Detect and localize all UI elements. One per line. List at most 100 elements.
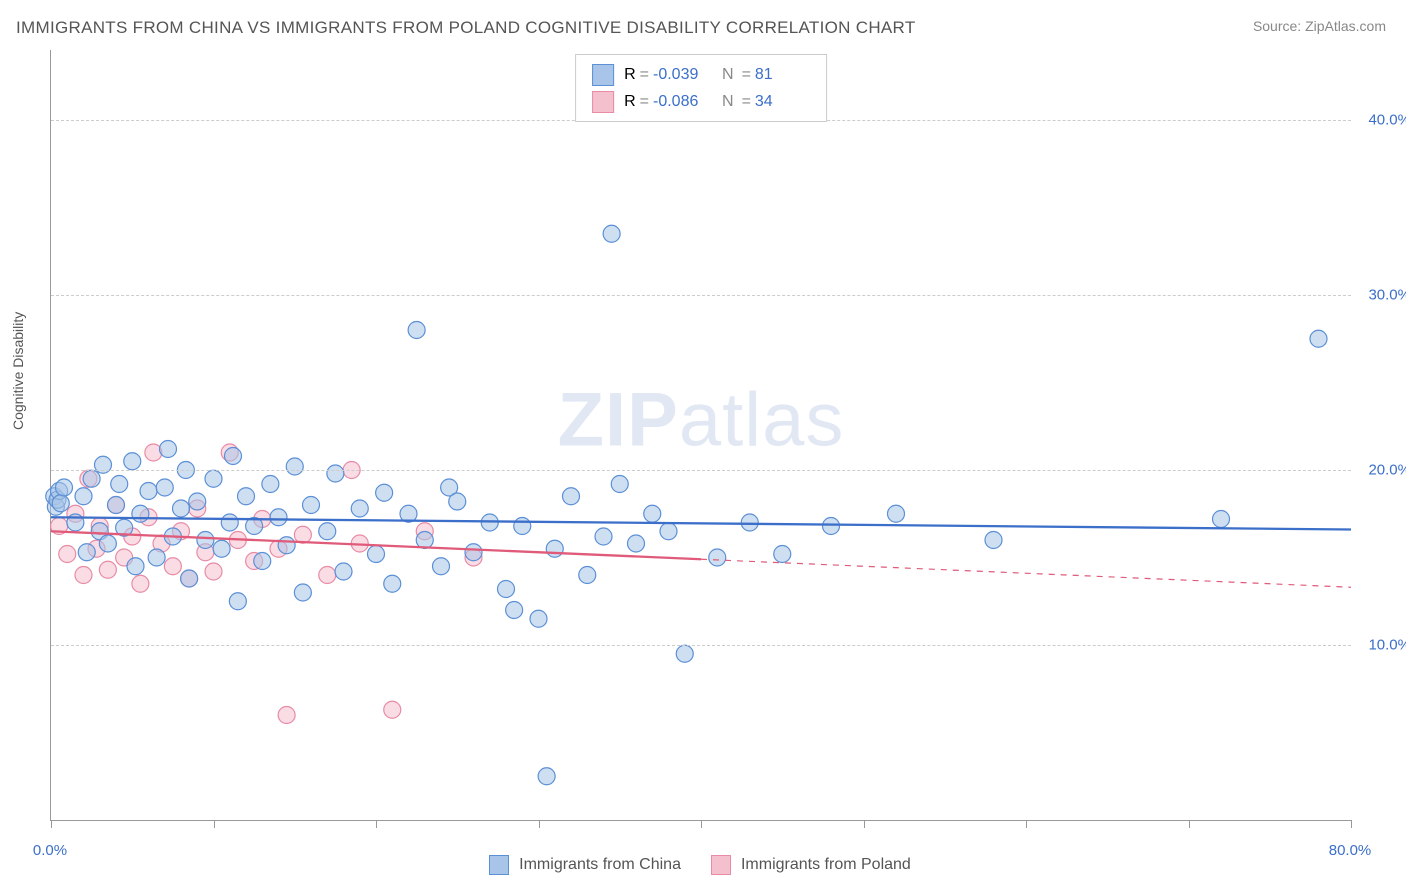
xtick bbox=[864, 820, 865, 828]
legend-item-poland: Immigrants from Poland bbox=[711, 855, 911, 875]
point-china bbox=[303, 497, 320, 514]
point-china bbox=[181, 570, 198, 587]
point-china bbox=[156, 479, 173, 496]
ytick-label: 30.0% bbox=[1368, 287, 1406, 304]
gridline bbox=[51, 645, 1351, 646]
point-china bbox=[368, 546, 385, 563]
point-china bbox=[1213, 511, 1230, 528]
legend-row-china: R= -0.039 N= 81 bbox=[592, 61, 810, 88]
legend-label: Immigrants from Poland bbox=[741, 856, 911, 874]
swatch-china bbox=[592, 64, 614, 86]
plot-area: ZIPatlas R= -0.039 N= 81 R= -0.086 N= 34… bbox=[50, 50, 1351, 821]
point-china bbox=[603, 225, 620, 242]
point-china bbox=[124, 453, 141, 470]
xtick bbox=[539, 820, 540, 828]
point-china bbox=[319, 523, 336, 540]
point-china bbox=[225, 448, 242, 465]
point-china bbox=[294, 584, 311, 601]
point-china bbox=[1310, 330, 1327, 347]
source-label: Source: ZipAtlas.com bbox=[1253, 18, 1386, 34]
point-poland bbox=[384, 701, 401, 718]
point-china bbox=[221, 514, 238, 531]
point-china bbox=[111, 476, 128, 493]
xtick-label: 80.0% bbox=[1329, 842, 1372, 859]
correlation-legend: R= -0.039 N= 81 R= -0.086 N= 34 bbox=[575, 54, 827, 122]
point-china bbox=[498, 581, 515, 598]
point-poland bbox=[99, 561, 116, 578]
point-china bbox=[595, 528, 612, 545]
point-china bbox=[433, 558, 450, 575]
point-poland bbox=[164, 558, 181, 575]
legend-label: Immigrants from China bbox=[519, 856, 681, 874]
point-china bbox=[327, 465, 344, 482]
point-china bbox=[262, 476, 279, 493]
point-china bbox=[205, 470, 222, 487]
ytick-label: 20.0% bbox=[1368, 462, 1406, 479]
point-poland bbox=[75, 567, 92, 584]
xtick bbox=[1189, 820, 1190, 828]
point-china bbox=[449, 493, 466, 510]
swatch-poland-icon bbox=[711, 855, 731, 875]
point-china bbox=[335, 563, 352, 580]
point-china bbox=[465, 544, 482, 561]
point-china bbox=[83, 470, 100, 487]
point-china bbox=[197, 532, 214, 549]
gridline bbox=[51, 295, 1351, 296]
xtick bbox=[214, 820, 215, 828]
point-china bbox=[506, 602, 523, 619]
point-china bbox=[774, 546, 791, 563]
point-china bbox=[644, 505, 661, 522]
point-china bbox=[132, 505, 149, 522]
point-china bbox=[514, 518, 531, 535]
point-china bbox=[75, 488, 92, 505]
point-china bbox=[579, 567, 596, 584]
point-china bbox=[254, 553, 271, 570]
xtick bbox=[1351, 820, 1352, 828]
ytick-label: 10.0% bbox=[1368, 637, 1406, 654]
point-poland bbox=[59, 546, 76, 563]
point-china bbox=[189, 493, 206, 510]
y-axis-label: Cognitive Disability bbox=[10, 312, 26, 430]
series-legend: Immigrants from China Immigrants from Po… bbox=[50, 855, 1350, 875]
point-china bbox=[140, 483, 157, 500]
point-poland bbox=[278, 707, 295, 724]
point-china bbox=[56, 479, 73, 496]
point-china bbox=[563, 488, 580, 505]
point-china bbox=[611, 476, 628, 493]
point-china bbox=[384, 575, 401, 592]
point-china bbox=[148, 549, 165, 566]
point-china bbox=[108, 497, 125, 514]
point-china bbox=[823, 518, 840, 535]
xtick bbox=[701, 820, 702, 828]
point-china bbox=[741, 514, 758, 531]
point-china bbox=[888, 505, 905, 522]
point-china bbox=[676, 645, 693, 662]
point-china bbox=[213, 540, 230, 557]
point-china bbox=[286, 458, 303, 475]
point-china bbox=[408, 322, 425, 339]
point-china bbox=[127, 558, 144, 575]
point-china bbox=[173, 500, 190, 517]
point-china bbox=[538, 768, 555, 785]
xtick bbox=[51, 820, 52, 828]
point-china bbox=[270, 509, 287, 526]
point-china bbox=[628, 535, 645, 552]
point-china bbox=[229, 593, 246, 610]
point-china bbox=[52, 495, 69, 512]
xtick bbox=[376, 820, 377, 828]
point-china bbox=[709, 549, 726, 566]
swatch-china-icon bbox=[489, 855, 509, 875]
point-china bbox=[160, 441, 177, 458]
point-china bbox=[376, 484, 393, 501]
gridline bbox=[51, 470, 1351, 471]
point-china bbox=[530, 610, 547, 627]
point-china bbox=[985, 532, 1002, 549]
xtick-label: 0.0% bbox=[33, 842, 67, 859]
swatch-poland bbox=[592, 91, 614, 113]
point-china bbox=[546, 540, 563, 557]
point-china bbox=[278, 537, 295, 554]
point-china bbox=[660, 523, 677, 540]
point-china bbox=[351, 500, 368, 517]
point-poland bbox=[132, 575, 149, 592]
point-china bbox=[78, 544, 95, 561]
